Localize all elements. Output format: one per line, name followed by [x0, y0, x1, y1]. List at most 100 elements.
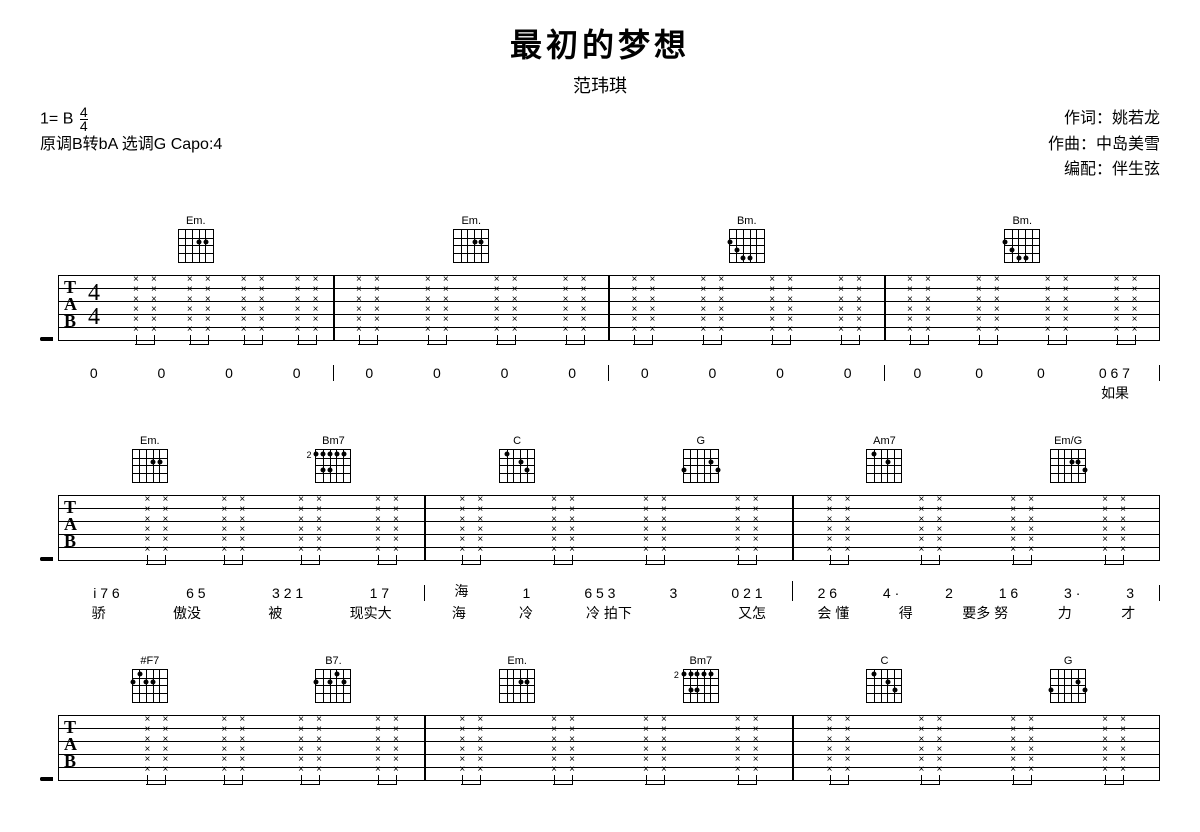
strum-mark: ××××××: [843, 495, 853, 555]
jianpu-note: 0: [566, 365, 578, 381]
jianpu-note: 3: [1124, 585, 1136, 601]
strum-mark: ××××××: [1112, 275, 1122, 335]
lyric-syllable: 得: [897, 603, 915, 623]
beam-pair: ××××××××××××: [836, 275, 864, 335]
chord-name: Bm.: [728, 215, 766, 227]
tab-staff: TAB×××××××××××××××××××××××××××××××××××××…: [58, 495, 425, 561]
beam-pair: ××××××××××××: [131, 275, 159, 335]
strum-mark: ××××××: [354, 275, 364, 335]
strum-mark: ××××××: [457, 715, 467, 775]
lyric-syllable: 又怎: [736, 603, 768, 623]
tab-staff: ××××××××××××××××××××××××××××××××××××××××…: [793, 715, 1160, 781]
strum-mark: ××××××: [142, 715, 152, 775]
strum-mark: ××××××: [1026, 715, 1036, 775]
meta-row: 1= B 4 4 原调B转bA 选调G Capo:4 作词：姚若龙 作曲：中岛美…: [40, 106, 1160, 183]
beam-pair: ××××××××××××: [698, 275, 726, 335]
strum-mark: ××××××: [1100, 715, 1110, 775]
chord-grid: [866, 669, 902, 703]
beam-pair: ××××××××××××: [1112, 275, 1140, 335]
strum-mark: ××××××: [510, 275, 520, 335]
strum-mark: ××××××: [492, 275, 502, 335]
chord-name: Em.: [498, 655, 536, 667]
tab-staff: ××××××××××××××××××××××××××××××××××××××××…: [425, 715, 792, 781]
strum-mark: ××××××: [257, 275, 267, 335]
strum-mark: ××××××: [916, 495, 926, 555]
strum-mark: ××××××: [923, 275, 933, 335]
tab-staff: ××××××××××××××××××××××××××××××××××××××××…: [793, 495, 1160, 561]
chord-name: G: [1049, 655, 1087, 667]
beam-pair: ××××××××××××: [767, 275, 795, 335]
time-signature: 4 4: [80, 106, 88, 132]
timesig-num: 4: [80, 106, 88, 119]
chord-name: B7.: [314, 655, 352, 667]
timesig-den: 4: [80, 120, 88, 133]
tab-label: TAB: [64, 279, 77, 330]
jianpu-row: 0000000000000000 6 7: [40, 355, 1160, 381]
jianpu-note: 0: [973, 365, 985, 381]
chord-row: Em.Bm72CGAm7Em/G: [40, 421, 1160, 483]
chord-grid: [1004, 229, 1040, 263]
system: Em.Em.Bm.Bm.TAB44×××××××××××××××××××××××…: [40, 201, 1160, 403]
chord-diagram: G: [682, 435, 720, 483]
strum-mark: ××××××: [647, 275, 657, 335]
lyric-syllable: 冷 拍下: [584, 603, 634, 623]
system-bracket: [40, 337, 53, 341]
beam-pair: ××××××××××××: [142, 495, 170, 555]
tab-staff: ××××××××××××××××××××××××××××××××××××××××…: [885, 275, 1161, 341]
strum-mark: ××××××: [239, 275, 249, 335]
strum-mark: ××××××: [843, 715, 853, 775]
lyric-syllable: [975, 383, 979, 403]
strum-mark: ××××××: [974, 275, 984, 335]
tab-row: TAB×××××××××××××××××××××××××××××××××××××…: [40, 483, 1160, 561]
lyric-syllable: 现实大: [348, 603, 394, 623]
chord-grid: [499, 669, 535, 703]
strum-mark: ××××××: [391, 715, 401, 775]
chord-diagram: Em.: [452, 215, 490, 263]
chord-grid: 2: [683, 669, 719, 703]
song-title: 最初的梦想: [40, 20, 1160, 66]
key-line: 1= B 4 4: [40, 106, 222, 132]
jianpu-note: 6 5 3: [582, 585, 617, 601]
jianpu-note: 0 6 7: [1097, 365, 1132, 381]
jianpu-note: 0: [291, 365, 303, 381]
strum-mark: ××××××: [825, 495, 835, 555]
strum-mark: ××××××: [423, 275, 433, 335]
beam-pair: ××××××××××××: [733, 495, 761, 555]
strum-mark: ××××××: [311, 275, 321, 335]
chord-name: Am7: [865, 435, 903, 447]
chord-name: C: [498, 435, 536, 447]
chord-name: Em.: [452, 215, 490, 227]
chord-diagram: C: [865, 655, 903, 703]
chord-diagram: Bm72: [682, 655, 720, 703]
chord-diagram: Bm.: [1003, 215, 1041, 263]
strum-mark: ××××××: [1118, 715, 1128, 775]
chord-name: Bm.: [1003, 215, 1041, 227]
beam-pair: ××××××××××××: [561, 275, 589, 335]
jianpu-note: 0 2 1: [729, 585, 764, 601]
beam-pair: ××××××××××××: [916, 495, 944, 555]
jianpu-note: 1 7: [368, 585, 391, 601]
measure: CG: [793, 655, 1160, 703]
beam-pair: ××××××××××××: [296, 495, 324, 555]
chord-diagram: Em.: [177, 215, 215, 263]
strum-mark: ××××××: [160, 715, 170, 775]
jianpu-note: 3: [668, 585, 680, 601]
strum-mark: ××××××: [441, 275, 451, 335]
tab-row: TAB44×××××××××××××××××××××××××××××××××××…: [40, 263, 1160, 341]
lyric-row: 骄傲没被现实大海冷冷 拍下又怎会 懂得要多 努力才: [40, 603, 1160, 623]
strum-mark: ××××××: [457, 495, 467, 555]
tab-row: TAB×××××××××××××××××××××××××××××××××××××…: [40, 703, 1160, 781]
beam-pair: ××××××××××××: [219, 495, 247, 555]
lyric-syllable: 如果: [1099, 383, 1131, 403]
chord-diagram: C: [498, 435, 536, 483]
strum-mark: ××××××: [475, 495, 485, 555]
beam-pair: ××××××××××××: [549, 495, 577, 555]
jianpu-note: i 7 6: [91, 585, 121, 601]
strum-mark: ××××××: [296, 715, 306, 775]
strum-mark: ××××××: [203, 275, 213, 335]
beam-pair: ××××××××××××: [974, 275, 1002, 335]
jianpu-note: 3 2 1: [270, 585, 305, 601]
strum-mark: ××××××: [314, 495, 324, 555]
lyric-syllable: 冷: [517, 603, 535, 623]
strum-mark: ××××××: [916, 715, 926, 775]
